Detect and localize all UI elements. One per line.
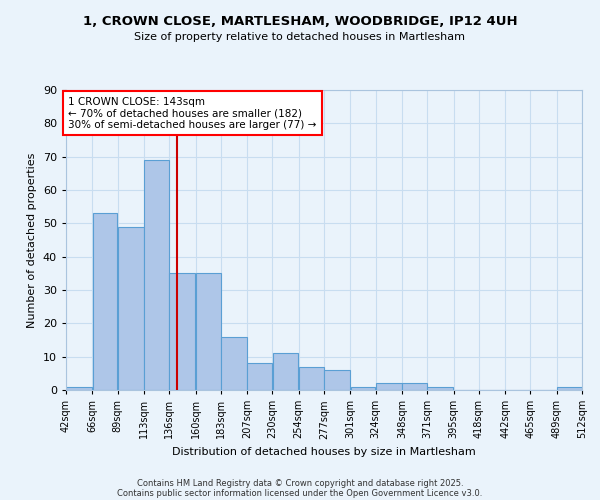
Text: Contains public sector information licensed under the Open Government Licence v3: Contains public sector information licen… [118, 488, 482, 498]
Text: Contains HM Land Registry data © Crown copyright and database right 2025.: Contains HM Land Registry data © Crown c… [137, 478, 463, 488]
Bar [376, 384, 401, 390]
X-axis label: Distribution of detached houses by size in Martlesham: Distribution of detached houses by size … [172, 447, 476, 457]
Bar [427, 386, 453, 390]
Text: 1 CROWN CLOSE: 143sqm
← 70% of detached houses are smaller (182)
30% of semi-det: 1 CROWN CLOSE: 143sqm ← 70% of detached … [68, 96, 317, 130]
Bar [92, 214, 118, 390]
Bar [324, 370, 350, 390]
Text: Size of property relative to detached houses in Martlesham: Size of property relative to detached ho… [134, 32, 466, 42]
Bar [118, 226, 143, 390]
Bar [272, 354, 298, 390]
Bar [557, 386, 582, 390]
Bar [299, 366, 324, 390]
Bar [247, 364, 272, 390]
Bar [169, 274, 195, 390]
Y-axis label: Number of detached properties: Number of detached properties [27, 152, 37, 328]
Bar [66, 386, 92, 390]
Bar [350, 386, 376, 390]
Bar [144, 160, 169, 390]
Bar [221, 336, 247, 390]
Bar [196, 274, 221, 390]
Bar [402, 384, 427, 390]
Text: 1, CROWN CLOSE, MARTLESHAM, WOODBRIDGE, IP12 4UH: 1, CROWN CLOSE, MARTLESHAM, WOODBRIDGE, … [83, 15, 517, 28]
